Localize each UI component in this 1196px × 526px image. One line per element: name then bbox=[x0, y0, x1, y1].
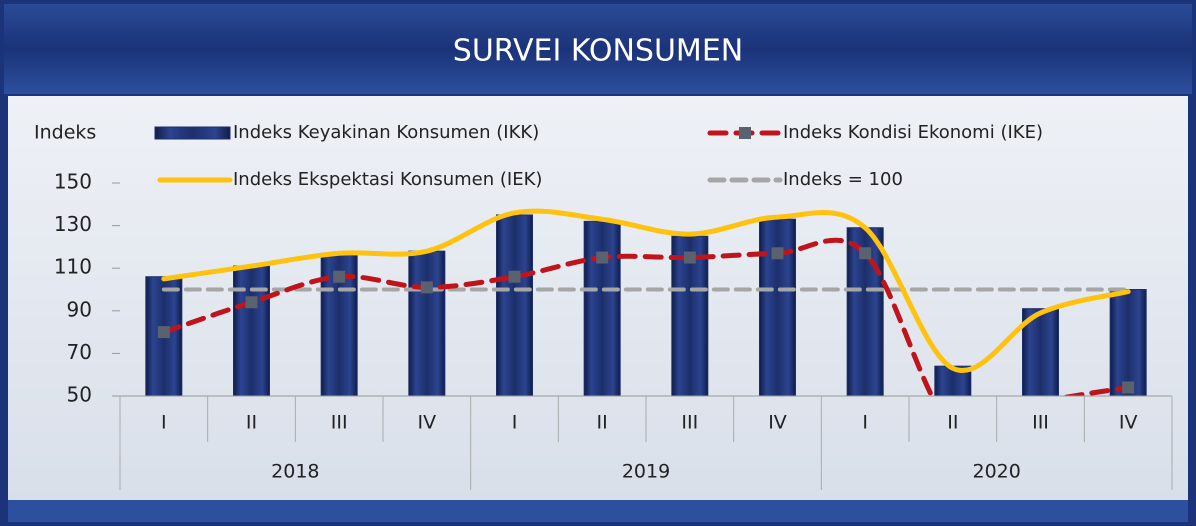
bar bbox=[1109, 289, 1147, 396]
y-tick-label: 90 bbox=[67, 297, 92, 321]
bottom-bar bbox=[8, 500, 1188, 522]
year-label: 2018 bbox=[271, 461, 319, 483]
legend-label: Indeks Keyakinan Konsumen (IKK) bbox=[233, 122, 539, 143]
marker bbox=[859, 247, 872, 260]
marker bbox=[596, 251, 609, 264]
x-tick-label: I bbox=[161, 412, 167, 434]
x-tick-label: III bbox=[331, 412, 348, 434]
x-tick-label: I bbox=[862, 412, 868, 434]
x-tick-label: IV bbox=[1119, 412, 1138, 434]
year-label: 2019 bbox=[622, 461, 670, 483]
x-tick-label: III bbox=[681, 412, 698, 434]
title-bar bbox=[4, 4, 1192, 94]
y-tick-label: 70 bbox=[67, 340, 92, 364]
y-tick-label: 110 bbox=[54, 255, 92, 279]
bar bbox=[671, 235, 709, 396]
x-tick-label: II bbox=[246, 412, 257, 434]
marker bbox=[420, 281, 433, 294]
marker bbox=[1122, 381, 1135, 394]
legend-marker bbox=[739, 127, 751, 139]
series-line bbox=[161, 208, 1131, 373]
bar bbox=[233, 265, 270, 396]
legend-label: Indeks Kondisi Ekonomi (IKE) bbox=[783, 122, 1043, 143]
marker bbox=[508, 270, 521, 283]
bar bbox=[408, 250, 446, 396]
marker bbox=[771, 247, 784, 260]
x-tick-label: II bbox=[947, 412, 958, 434]
y-tick-label: 150 bbox=[54, 170, 92, 194]
marker bbox=[683, 251, 696, 264]
bar bbox=[496, 214, 533, 396]
y-axis-label: Indeks bbox=[34, 122, 96, 144]
marker bbox=[157, 326, 170, 339]
marker bbox=[333, 270, 346, 283]
bar bbox=[759, 218, 796, 396]
legend-swatch bbox=[154, 126, 231, 140]
y-tick-label: 50 bbox=[67, 383, 92, 407]
marker bbox=[245, 296, 258, 309]
x-tick-label: II bbox=[597, 412, 608, 434]
year-label: 2020 bbox=[972, 461, 1020, 483]
legend-label: Indeks = 100 bbox=[783, 169, 903, 190]
x-tick-label: I bbox=[512, 412, 518, 434]
bar bbox=[583, 220, 621, 396]
y-tick-label: 130 bbox=[54, 212, 92, 236]
x-tick-label: IV bbox=[768, 412, 787, 434]
chart-title: SURVEI KONSUMEN bbox=[453, 34, 743, 69]
legend-label: Indeks Ekspektasi Konsumen (IEK) bbox=[233, 169, 542, 190]
plot bbox=[145, 208, 1147, 396]
x-tick-label: III bbox=[1032, 412, 1049, 434]
x-tick-label: IV bbox=[418, 412, 437, 434]
